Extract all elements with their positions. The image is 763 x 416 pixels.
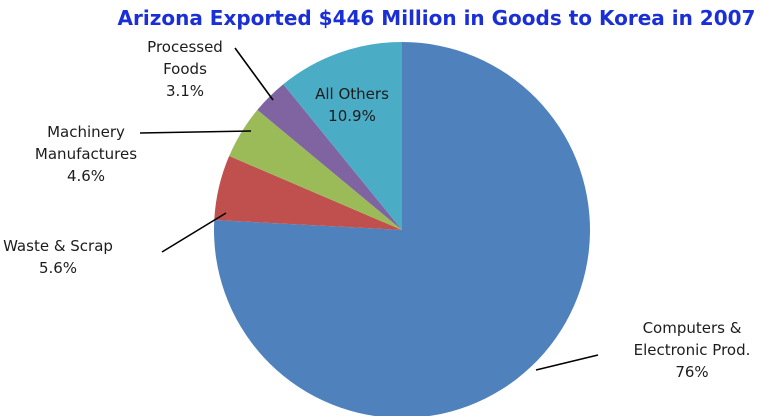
slice-value-label: 4.6% (67, 167, 105, 185)
pie-slice-waste-scrap (214, 156, 402, 230)
slice-label-machinery-manufactures: Machinery Manufactures 4.6% (35, 123, 137, 185)
slice-value-label: 3.1% (166, 82, 204, 100)
pie-slice-computers-electronic-prod (214, 42, 590, 416)
pie-slice-all-others (283, 42, 402, 230)
slice-label-waste-scrap: Waste & Scrap 5.6% (3, 237, 113, 277)
slice-name-label: Waste & Scrap (3, 237, 113, 255)
leader-line-computers-electronic-prod (535, 354, 599, 371)
leader-line-machinery-manufactures (139, 130, 252, 134)
pie-slice-machinery-manufactures (229, 109, 402, 230)
slice-name-label: Manufactures (35, 145, 137, 163)
chart-title: Arizona Exported $446 Million in Goods t… (117, 6, 756, 30)
slice-value-label: 5.6% (39, 259, 77, 277)
slice-name-label: Machinery (47, 123, 125, 141)
slice-label-all-others: All Others 10.9% (315, 85, 389, 125)
slice-label-processed-foods: Processed Foods 3.1% (147, 38, 223, 100)
slice-name-label: Computers & (643, 319, 742, 337)
slice-name-label: Electronic Prod. (634, 341, 751, 359)
slice-value-label: 10.9% (328, 107, 376, 125)
leader-line-processed-foods (234, 47, 274, 101)
slice-value-label: 76% (675, 363, 708, 381)
slice-name-label: Foods (163, 60, 207, 78)
slice-label-computers-electronic-prod: Computers & Electronic Prod. 76% (634, 319, 751, 381)
pie-slice-processed-foods (257, 84, 402, 231)
slice-name-label: Processed (147, 38, 223, 56)
leader-line-waste-scrap (161, 212, 227, 253)
slice-name-label: All Others (315, 85, 389, 103)
